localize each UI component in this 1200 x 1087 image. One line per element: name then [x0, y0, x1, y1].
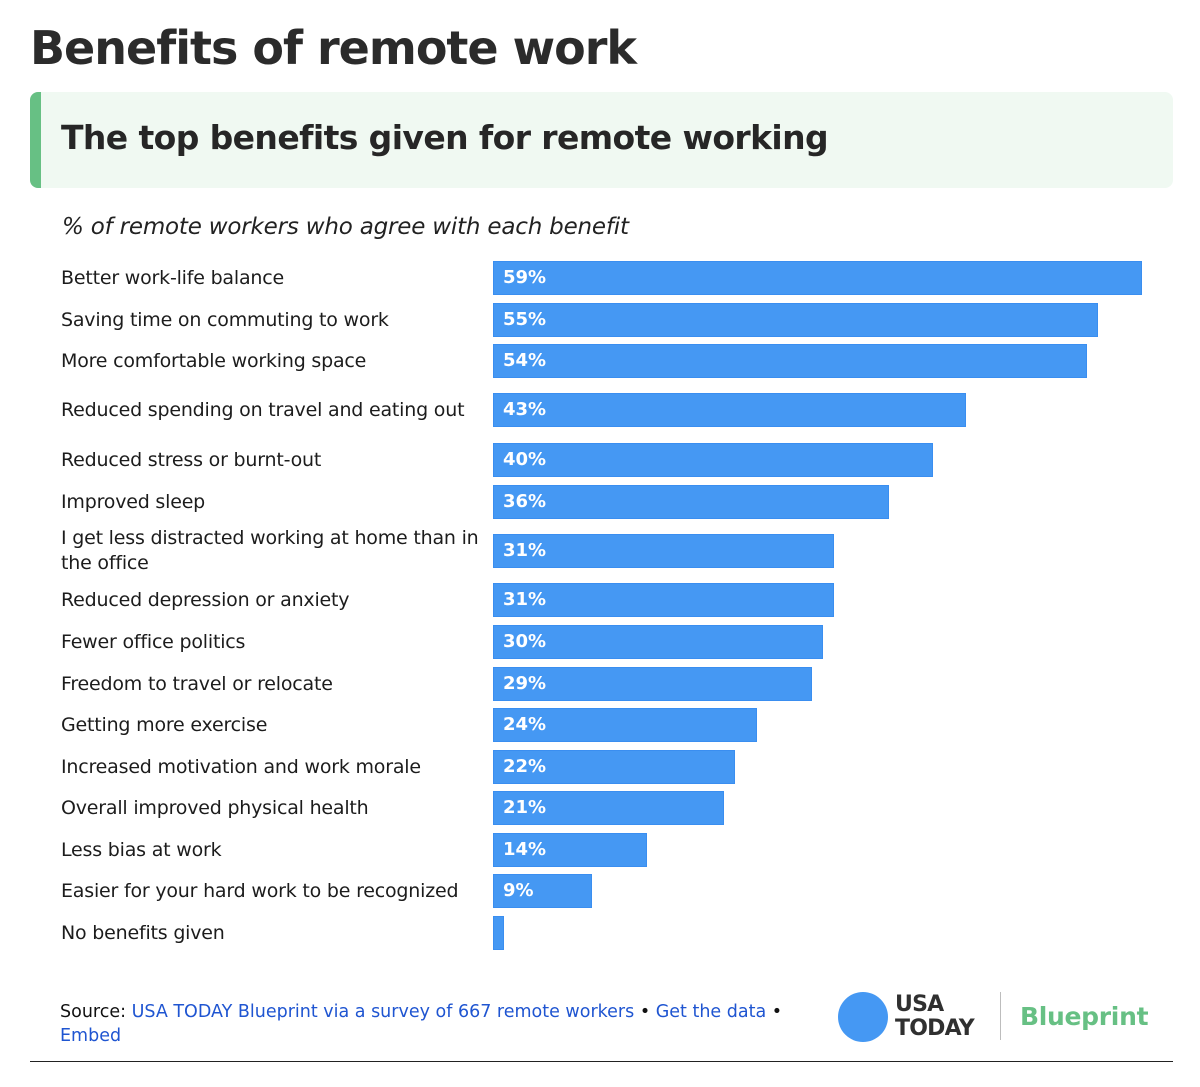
bar: 24% [493, 708, 757, 742]
bar: 31% [493, 534, 834, 568]
get-data-link[interactable]: Get the data [655, 1002, 767, 1022]
bar-value-label: 36% [503, 491, 547, 512]
bar-label: Increased motivation and work morale [61, 755, 421, 778]
bar: 54% [493, 344, 1087, 378]
embed-link[interactable]: Embed [60, 1026, 122, 1046]
bar: 21% [493, 791, 724, 825]
bar-label: Reduced spending on travel and eating ou… [61, 398, 465, 421]
bar-value-label: 31% [503, 589, 547, 610]
bar-value-label: 55% [503, 309, 547, 330]
bar: 55% [493, 303, 1098, 337]
separator: • [771, 1002, 783, 1022]
chart-caption: % of remote workers who agree with each … [62, 214, 629, 240]
bar-label: Overall improved physical health [61, 796, 369, 819]
page-title: Benefits of remote work [30, 21, 637, 75]
separator: • [639, 1002, 651, 1022]
bar-value-label: 43% [503, 399, 547, 420]
bar-label: Easier for your hard work to be recogniz… [61, 879, 459, 902]
blueprint-wordmark: Blueprint [1020, 1002, 1149, 1031]
bar: 22% [493, 750, 735, 784]
bar-value-label: 14% [503, 839, 547, 860]
usa-today-blueprint-logo: USA TODAY Blueprint [838, 990, 1149, 1046]
bar-value-label: 21% [503, 797, 547, 818]
bar-label: Less bias at work [61, 838, 222, 861]
bar-value-label: 59% [503, 267, 547, 288]
source-link[interactable]: USA TODAY Blueprint via a survey of 667 … [131, 1002, 635, 1022]
bar [493, 916, 504, 950]
bar-value-label: 54% [503, 350, 547, 371]
bar-value-label: 24% [503, 714, 547, 735]
usa-today-wordmark: USA TODAY [895, 992, 975, 1041]
bar-value-label: 40% [503, 449, 547, 470]
bar: 36% [493, 485, 889, 519]
bar-label: No benefits given [61, 921, 225, 944]
bar-label: Getting more exercise [61, 713, 268, 736]
bar: 14% [493, 833, 647, 867]
bar-value-label: 30% [503, 631, 547, 652]
logo-usa-text: USA [895, 992, 944, 1017]
bar-value-label: 9% [503, 880, 534, 901]
bar: 29% [493, 667, 812, 701]
source-footer: Source: USA TODAY Blueprint via a survey… [60, 1000, 820, 1048]
bottom-divider [30, 1061, 1173, 1062]
bar: 9% [493, 874, 592, 908]
bar-label: Better work-life balance [61, 266, 284, 289]
logo-divider [1000, 992, 1001, 1040]
bar-label: Improved sleep [61, 490, 206, 513]
bar-value-label: 31% [503, 540, 547, 561]
bar-label: Freedom to travel or relocate [61, 672, 333, 695]
bar-value-label: 29% [503, 673, 547, 694]
bar-label: Saving time on commuting to work [61, 308, 389, 331]
usa-today-circle-icon [838, 992, 888, 1042]
bar: 43% [493, 393, 966, 427]
bar: 59% [493, 261, 1142, 295]
bar-value-label: 22% [503, 756, 547, 777]
bar-label: Reduced stress or burnt-out [61, 448, 322, 471]
bar-label: Fewer office politics [61, 630, 246, 653]
bar: 30% [493, 625, 823, 659]
bar-label: More comfortable working space [61, 349, 367, 372]
logo-today-text: TODAY [895, 1016, 975, 1041]
chart-subtitle: The top benefits given for remote workin… [61, 118, 829, 157]
bar: 40% [493, 443, 933, 477]
bar-label: Reduced depression or anxiety [61, 588, 350, 611]
bar: 31% [493, 583, 834, 617]
source-prefix: Source: [60, 1002, 127, 1022]
bar-label: I get less distracted working at home th… [61, 527, 479, 574]
subtitle-banner: The top benefits given for remote workin… [30, 92, 1173, 188]
